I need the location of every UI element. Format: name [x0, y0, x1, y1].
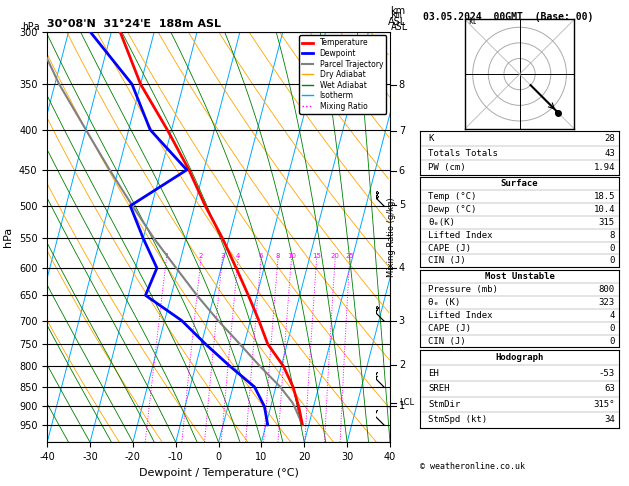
Text: 10: 10	[287, 253, 296, 260]
Text: Totals Totals: Totals Totals	[428, 149, 498, 157]
Text: km
ASL: km ASL	[388, 6, 407, 28]
Text: Hodograph: Hodograph	[496, 353, 543, 362]
Text: 0: 0	[610, 257, 615, 265]
Text: Pressure (mb): Pressure (mb)	[428, 285, 498, 294]
Text: 6: 6	[259, 253, 264, 260]
Text: 30°08'N  31°24'E  188m ASL: 30°08'N 31°24'E 188m ASL	[47, 19, 221, 30]
Text: 5: 5	[399, 200, 405, 210]
Text: StmSpd (kt): StmSpd (kt)	[428, 416, 487, 424]
Text: 8: 8	[610, 231, 615, 240]
Text: Surface: Surface	[501, 179, 538, 188]
Text: 20: 20	[331, 253, 340, 260]
Text: K: K	[428, 134, 433, 143]
Text: 0: 0	[610, 336, 615, 346]
Text: StmDir: StmDir	[428, 400, 460, 409]
Text: 800: 800	[599, 285, 615, 294]
Text: 315°: 315°	[593, 400, 615, 409]
Text: 8: 8	[276, 253, 280, 260]
Text: Temp (°C): Temp (°C)	[428, 192, 477, 201]
Text: CIN (J): CIN (J)	[428, 336, 465, 346]
Text: 1.94: 1.94	[593, 163, 615, 172]
Text: 10.4: 10.4	[593, 205, 615, 214]
Text: CAPE (J): CAPE (J)	[428, 243, 471, 253]
Text: θₑ (K): θₑ (K)	[428, 297, 460, 307]
Text: 2: 2	[199, 253, 203, 260]
Y-axis label: hPa: hPa	[3, 227, 13, 247]
Text: 323: 323	[599, 297, 615, 307]
Text: 25: 25	[345, 253, 354, 260]
Text: 15: 15	[312, 253, 321, 260]
Text: θₑ(K): θₑ(K)	[428, 218, 455, 227]
Text: 34: 34	[604, 416, 615, 424]
Text: 4: 4	[399, 263, 405, 273]
Text: 7: 7	[399, 125, 405, 136]
Text: PW (cm): PW (cm)	[428, 163, 465, 172]
Text: 8: 8	[399, 80, 405, 90]
Text: 03.05.2024  00GMT  (Base: 00): 03.05.2024 00GMT (Base: 00)	[423, 12, 593, 22]
Text: 28: 28	[604, 134, 615, 143]
Text: kt: kt	[468, 17, 476, 26]
Text: EH: EH	[428, 369, 439, 378]
Text: Lifted Index: Lifted Index	[428, 311, 493, 320]
X-axis label: Dewpoint / Temperature (°C): Dewpoint / Temperature (°C)	[138, 468, 299, 478]
Text: 4: 4	[236, 253, 240, 260]
Text: Mixing Ratio (g/kg): Mixing Ratio (g/kg)	[387, 197, 396, 277]
Text: 1: 1	[399, 400, 405, 411]
Text: 3: 3	[399, 315, 405, 326]
Text: hPa: hPa	[22, 21, 40, 32]
Text: LCL: LCL	[399, 398, 414, 407]
Text: km
ASL: km ASL	[391, 10, 409, 32]
Text: 18.5: 18.5	[593, 192, 615, 201]
Text: 2: 2	[399, 360, 405, 370]
Text: 43: 43	[604, 149, 615, 157]
Text: CIN (J): CIN (J)	[428, 257, 465, 265]
Text: 6: 6	[399, 166, 405, 175]
Legend: Temperature, Dewpoint, Parcel Trajectory, Dry Adiabat, Wet Adiabat, Isotherm, Mi: Temperature, Dewpoint, Parcel Trajectory…	[299, 35, 386, 114]
Text: Most Unstable: Most Unstable	[484, 272, 555, 281]
Text: 1: 1	[164, 253, 169, 260]
Text: -53: -53	[599, 369, 615, 378]
Text: © weatheronline.co.uk: © weatheronline.co.uk	[420, 462, 525, 471]
Text: 315: 315	[599, 218, 615, 227]
Text: CAPE (J): CAPE (J)	[428, 324, 471, 332]
Text: 0: 0	[610, 243, 615, 253]
Text: 3: 3	[220, 253, 225, 260]
Text: Lifted Index: Lifted Index	[428, 231, 493, 240]
Text: Dewp (°C): Dewp (°C)	[428, 205, 477, 214]
Text: 63: 63	[604, 384, 615, 393]
Text: SREH: SREH	[428, 384, 450, 393]
Text: 4: 4	[610, 311, 615, 320]
Text: 0: 0	[610, 324, 615, 332]
